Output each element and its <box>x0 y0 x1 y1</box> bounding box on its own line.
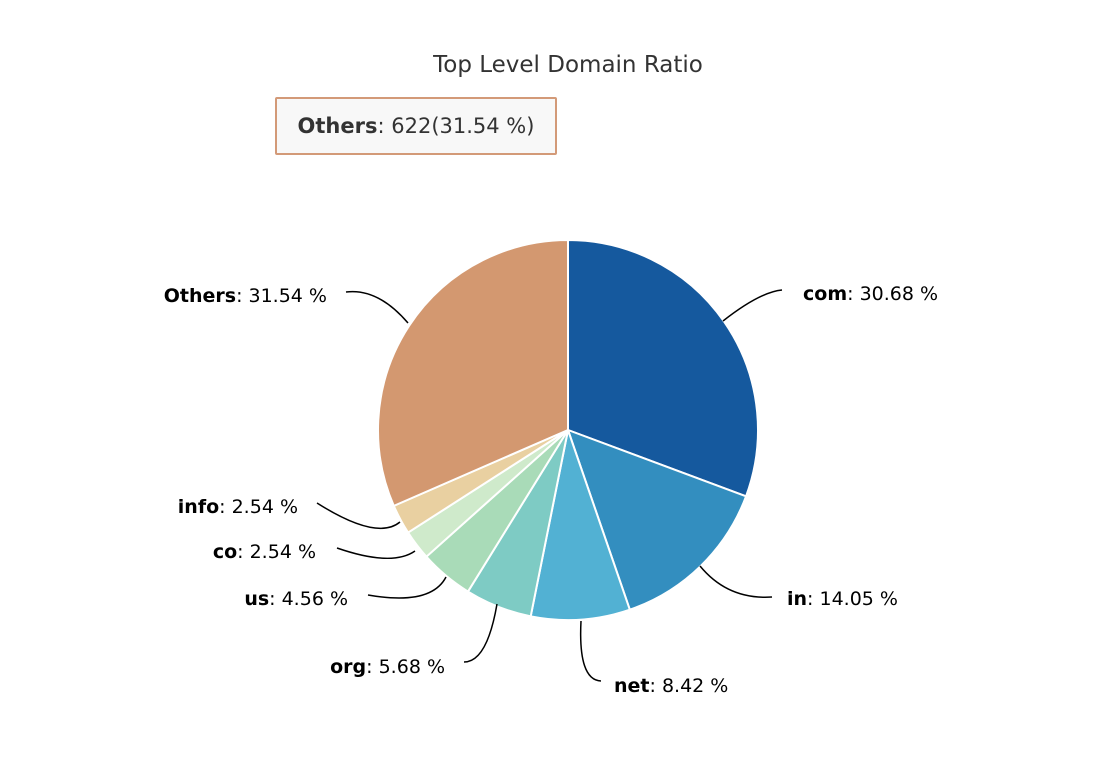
leader-line-net <box>579 620 602 682</box>
slice-label-name: net <box>614 675 650 697</box>
slice-label-name: info <box>178 496 219 518</box>
slice-label-percent: : 14.05 % <box>807 588 898 610</box>
tooltip-value: : 622(31.54 %) <box>377 114 535 138</box>
slice-label-name: in <box>787 588 807 610</box>
pie-slices <box>377 239 759 621</box>
slice-label-name: us <box>244 588 269 610</box>
slice-label-us: us: 4.56 % <box>244 588 348 610</box>
pie-slice-others[interactable] <box>377 239 569 507</box>
leader-line-us <box>367 576 447 599</box>
slice-label-percent: : 4.56 % <box>269 588 348 610</box>
slice-label-name: org <box>330 656 366 678</box>
slice-label-com: com: 30.68 % <box>803 283 938 305</box>
slice-labels: com: 30.68 % in: 14.05 % net: 8.42 % org: 5… <box>164 283 938 697</box>
slice-label-percent: : 2.54 % <box>219 496 298 518</box>
leader-line-info <box>316 502 401 530</box>
slice-label-percent: : 5.68 % <box>366 656 445 678</box>
slice-label-net: net: 8.42 % <box>614 675 728 697</box>
slice-label-percent: : 30.68 % <box>847 283 938 305</box>
slice-label-org: org: 5.68 % <box>330 656 445 678</box>
slice-label-others: Others: 31.54 % <box>164 285 327 307</box>
leader-line-others <box>345 290 409 324</box>
slice-label-percent: : 31.54 % <box>236 285 327 307</box>
slice-label-percent: : 2.54 % <box>237 541 316 563</box>
slice-label-name: com <box>803 283 847 305</box>
slice-label-info: info: 2.54 % <box>178 496 298 518</box>
slice-label-percent: : 8.42 % <box>650 675 729 697</box>
chart-tooltip: Others: 622(31.54 %) <box>275 97 557 155</box>
slice-label-name: co <box>213 541 237 563</box>
pie-slice-net[interactable] <box>529 429 631 621</box>
chart-title: Top Level Domain Ratio <box>432 52 703 78</box>
leader-line-org <box>463 603 498 663</box>
leader-line-com <box>722 289 783 322</box>
slice-label-name: Others <box>164 285 236 307</box>
tooltip-series-name: Others <box>297 114 378 138</box>
leader-line-co <box>336 547 416 559</box>
slice-label-in: in: 14.05 % <box>787 588 898 610</box>
leader-line-in <box>699 565 773 598</box>
label-leader-lines <box>316 289 783 682</box>
pie-slice-com[interactable] <box>567 239 759 498</box>
slice-label-co: co: 2.54 % <box>213 541 316 563</box>
